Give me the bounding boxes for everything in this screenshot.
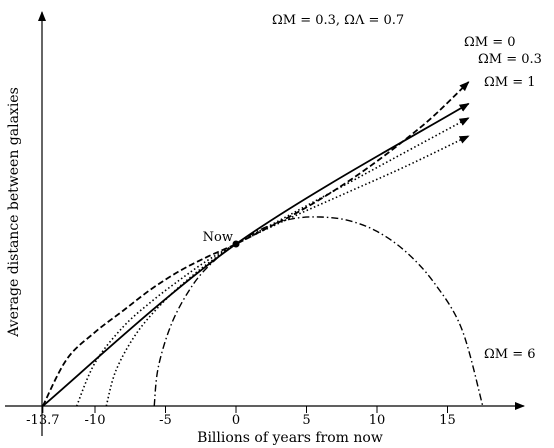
plot-area: -13.7 -10 -5 0 5 10 15 ΩM = 0.3, ΩΛ = 0.7 ΩM = 0…: [5, 11, 542, 436]
curve-label: ΩM = 0.3: [478, 52, 542, 67]
x-tick-label: 5: [302, 413, 310, 428]
x-tick-label: 0: [232, 413, 240, 428]
curve-label: ΩM = 6: [484, 347, 536, 362]
x-tick-label: -13.7: [26, 413, 59, 428]
x-tick-label: 15: [439, 413, 456, 428]
x-axis-title: Billions of years from now: [197, 430, 383, 446]
x-tick-label: 10: [369, 413, 386, 428]
y-axis-title: Average distance between galaxies: [6, 87, 22, 338]
series-omega6-curve: [153, 216, 484, 407]
now-label: Now: [203, 230, 233, 245]
series-omega1-curve: [105, 135, 470, 407]
now-point: [232, 240, 240, 248]
x-tick-label: -10: [85, 413, 106, 428]
x-tick-label: -5: [159, 413, 172, 428]
curve-label: ΩM = 0.3, ΩΛ = 0.7: [272, 13, 404, 28]
curve-label: ΩM = 1: [484, 75, 536, 90]
series-omega03-curve: [75, 117, 470, 407]
series-lambda-curve: [42, 81, 470, 407]
series-omega0-line: [42, 102, 470, 407]
curve-label: ΩM = 0: [464, 35, 516, 50]
